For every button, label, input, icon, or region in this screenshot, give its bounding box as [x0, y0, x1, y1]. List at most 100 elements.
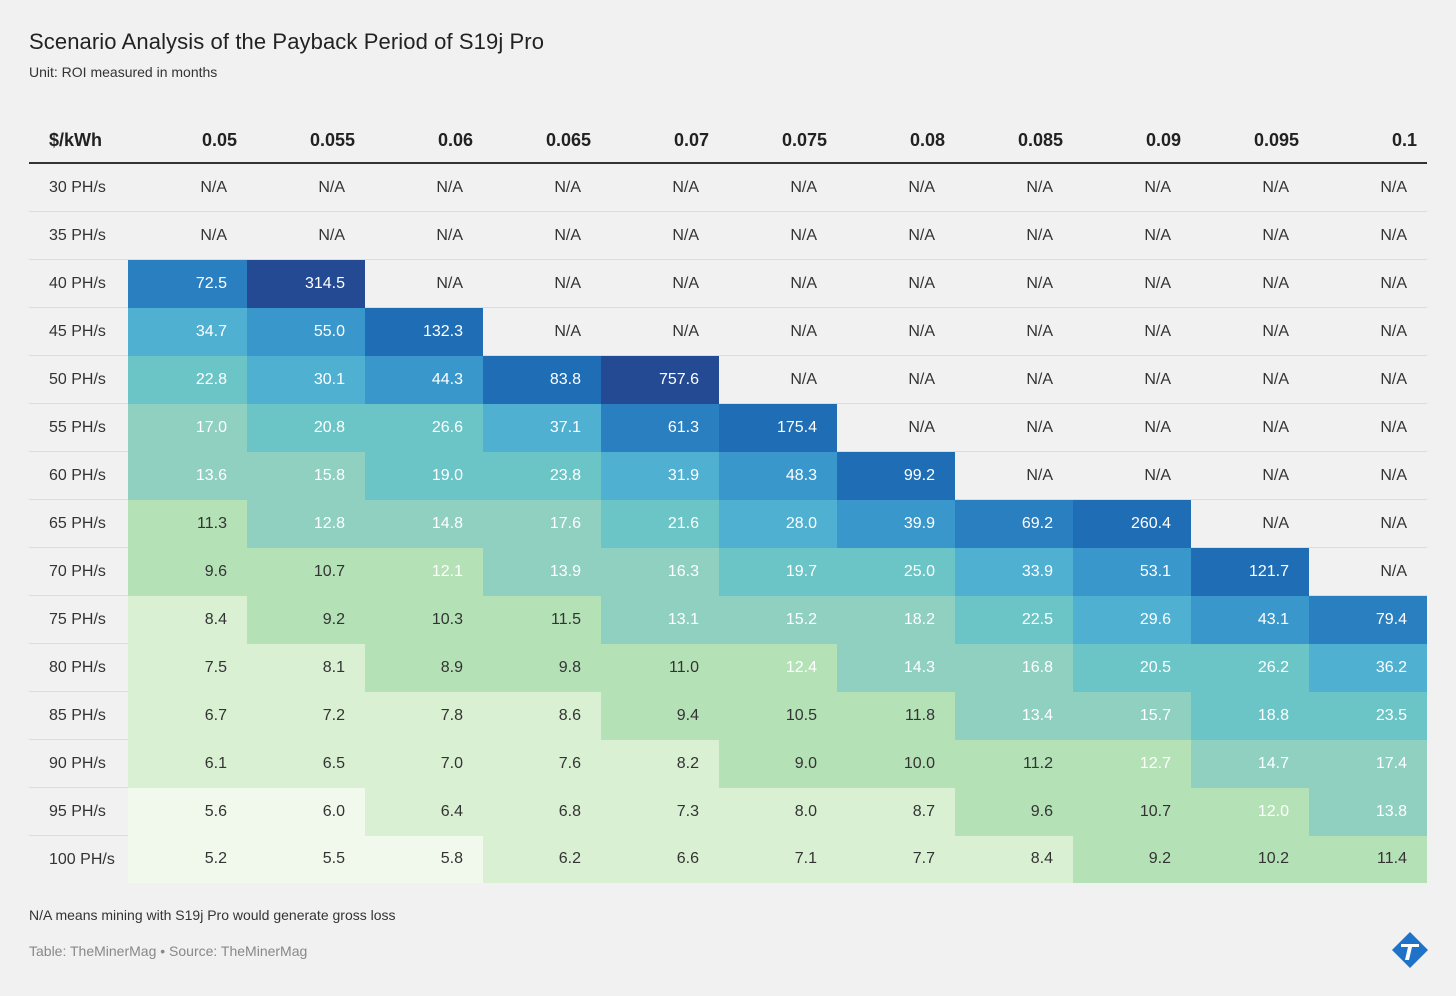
footnote: N/A means mining with S19j Pro would gen…	[29, 907, 396, 923]
heatmap-cell: 5.5	[247, 835, 365, 883]
heatmap-cell: 14.7	[1191, 739, 1309, 788]
heatmap-cell-na: N/A	[128, 211, 247, 260]
heatmap-cell: 314.5	[247, 259, 365, 308]
heatmap-cell-na: N/A	[483, 259, 601, 308]
row-label: 100 PH/s	[49, 850, 115, 868]
heatmap-cell: 9.6	[955, 787, 1073, 836]
heatmap-cell-na: N/A	[601, 163, 719, 212]
heatmap-cell: 12.4	[719, 643, 837, 692]
heatmap-cell: 14.3	[837, 643, 955, 692]
heatmap-cell-na: N/A	[1309, 451, 1427, 500]
heatmap-cell-na: N/A	[1309, 307, 1427, 356]
heatmap-cell: 13.6	[128, 451, 247, 500]
heatmap-cell: 33.9	[955, 547, 1073, 596]
heatmap-cell: 11.5	[483, 595, 601, 644]
heatmap-cell-na: N/A	[1073, 355, 1191, 404]
row-label: 95 PH/s	[29, 787, 128, 836]
heatmap-cell-na: N/A	[1309, 403, 1427, 452]
heatmap-cell: 15.7	[1073, 691, 1191, 740]
heatmap-cell: 14.8	[365, 499, 483, 548]
heatmap-cell-na: N/A	[1191, 451, 1309, 500]
heatmap-cell: 6.6	[601, 835, 719, 883]
table-row: 50 PH/s 22.8 30.1 44.3 83.8 757.6 N/A N/A N/A N/A…	[29, 355, 1427, 404]
heatmap-cell-na: N/A	[719, 259, 837, 308]
heatmap-cell-na: N/A	[1309, 499, 1427, 548]
heatmap-cell: 23.8	[483, 451, 601, 500]
heatmap-cell: 9.6	[128, 547, 247, 596]
heatmap-cell-na: N/A	[601, 259, 719, 308]
heatmap-cell: 22.5	[955, 595, 1073, 644]
heatmap-cell: 8.9	[365, 643, 483, 692]
heatmap-cell: 61.3	[601, 403, 719, 452]
heatmap-cell-na: N/A	[1073, 259, 1191, 308]
heatmap-cell-na: N/A	[1191, 211, 1309, 260]
column-header: 0.085	[955, 118, 1073, 164]
heatmap-cell: 20.8	[247, 403, 365, 452]
heatmap-cell: 10.0	[837, 739, 955, 788]
heatmap-cell: 18.2	[837, 595, 955, 644]
heatmap-cell: 21.6	[601, 499, 719, 548]
heatmap-cell-na: N/A	[1191, 355, 1309, 404]
heatmap-cell: 7.2	[247, 691, 365, 740]
heatmap-cell: 6.2	[483, 835, 601, 883]
heatmap-cell: 757.6	[601, 355, 719, 404]
heatmap-cell: 53.1	[1073, 547, 1191, 596]
row-label: 60 PH/s	[29, 451, 128, 500]
row-label: 35 PH/s	[29, 211, 128, 260]
heatmap-cell-na: N/A	[1191, 259, 1309, 308]
heatmap-cell-na: N/A	[1309, 355, 1427, 404]
heatmap-cell: 9.4	[601, 691, 719, 740]
heatmap-cell: 23.5	[1309, 691, 1427, 740]
heatmap-cell: 30.1	[247, 355, 365, 404]
heatmap-cell-na: N/A	[1191, 307, 1309, 356]
heatmap-cell: 9.8	[483, 643, 601, 692]
table-row: 70 PH/s 9.6 10.7 12.1 13.9 16.3 19.7 25.0 33.9 53…	[29, 547, 1427, 596]
heatmap-cell: 8.6	[483, 691, 601, 740]
row-label: 65 PH/s	[29, 499, 128, 548]
heatmap-cell-na: N/A	[955, 355, 1073, 404]
heatmap-cell-na: N/A	[1191, 163, 1309, 212]
table-row: 55 PH/s 17.0 20.8 26.6 37.1 61.3 175.4 N/A N/A N/…	[29, 403, 1427, 452]
heatmap-cell-na: N/A	[247, 211, 365, 260]
heatmap-cell-na: N/A	[128, 163, 247, 212]
heatmap-cell: 7.1	[719, 835, 837, 883]
row-label: 30 PH/s	[29, 163, 128, 212]
heatmap-cell-na: N/A	[837, 163, 955, 212]
heatmap-cell-na: N/A	[955, 259, 1073, 308]
heatmap-cell-na: N/A	[1073, 163, 1191, 212]
column-header: 0.095	[1191, 118, 1309, 164]
heatmap-cell: 132.3	[365, 307, 483, 356]
heatmap-cell: 12.1	[365, 547, 483, 596]
heatmap-cell: 37.1	[483, 403, 601, 452]
heatmap-cell: 11.0	[601, 643, 719, 692]
heatmap-cell: 25.0	[837, 547, 955, 596]
heatmap-cell-na: N/A	[837, 211, 955, 260]
heatmap-cell: 26.6	[365, 403, 483, 452]
heatmap-cell: 10.3	[365, 595, 483, 644]
heatmap-cell: 6.1	[128, 739, 247, 788]
heatmap-cell-na: N/A	[483, 211, 601, 260]
heatmap-cell: 12.8	[247, 499, 365, 548]
heatmap-cell: 6.4	[365, 787, 483, 836]
heatmap-cell: 10.7	[247, 547, 365, 596]
heatmap-cell: 16.8	[955, 643, 1073, 692]
heatmap-cell: 39.9	[837, 499, 955, 548]
heatmap-cell: 7.0	[365, 739, 483, 788]
heatmap-cell: 8.7	[837, 787, 955, 836]
heatmap-cell: 29.6	[1073, 595, 1191, 644]
table-body: 30 PH/s N/A N/A N/A N/A N/A N/A N/A N/A N/A N/A N/A…	[29, 163, 1427, 883]
row-label: 70 PH/s	[29, 547, 128, 596]
heatmap-cell: 48.3	[719, 451, 837, 500]
column-header: 0.05	[128, 118, 247, 164]
heatmap-cell: 175.4	[719, 403, 837, 452]
column-header: 0.075	[719, 118, 837, 164]
heatmap-cell: 7.6	[483, 739, 601, 788]
table-row: 95 PH/s 5.6 6.0 6.4 6.8 7.3 8.0 8.7 9.6 10.7 12.0 1…	[29, 787, 1427, 836]
heatmap-cell: 5.2	[128, 835, 247, 883]
heatmap-cell-na: N/A	[1191, 403, 1309, 452]
heatmap-cell-na: N/A	[955, 211, 1073, 260]
heatmap-cell-na: N/A	[483, 163, 601, 212]
heatmap-cell: 260.4	[1073, 499, 1191, 548]
heatmap-cell-na: N/A	[955, 163, 1073, 212]
row-label: 80 PH/s	[29, 643, 128, 692]
